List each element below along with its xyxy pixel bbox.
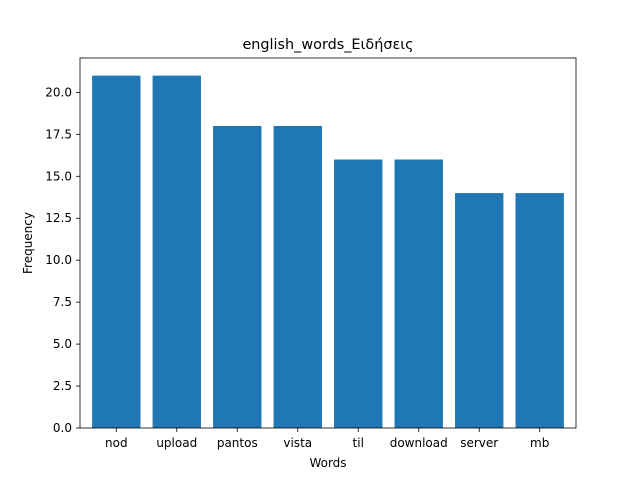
bar-server [455,193,504,428]
y-tick-label: 15.0 [45,169,72,183]
x-tick-label: upload [156,436,197,450]
plot-frame [79,57,577,429]
x-tick-label: vista [283,436,312,450]
y-tick-label: 12.5 [45,211,72,225]
bar-upload [152,75,201,429]
bar-download [394,159,443,428]
chart-title: english_words_Ειδήσεις [242,37,413,53]
y-tick-label: 7.5 [53,295,72,309]
y-tick-label: 0.0 [53,421,72,435]
bar-pantos [213,125,262,429]
bar-nod [92,75,141,429]
x-axis-ticks: nod upload pantos vista til download server mb [105,428,549,450]
y-tick-label: 10.0 [45,253,72,267]
y-axis-label: Frequency [21,212,35,274]
y-tick-label: 17.5 [45,127,72,141]
x-tick-label: pantos [217,436,258,450]
x-tick-label: download [390,436,448,450]
bar-mb [515,193,564,428]
x-axis-label: Words [309,456,346,470]
bar-vista [273,125,322,429]
bars-group [92,75,564,429]
y-tick-label: 2.5 [53,379,72,393]
x-tick-label: nod [105,436,128,450]
y-tick-label: 20.0 [45,85,72,99]
y-tick-label: 5.0 [53,337,72,351]
x-tick-label: til [353,436,364,450]
y-axis-ticks: 0.0 2.5 5.0 7.5 10.0 12.5 15.0 17.5 20.0 [45,85,80,435]
x-tick-label: mb [530,436,549,450]
bar-til [334,159,383,428]
x-tick-label: server [460,436,498,450]
